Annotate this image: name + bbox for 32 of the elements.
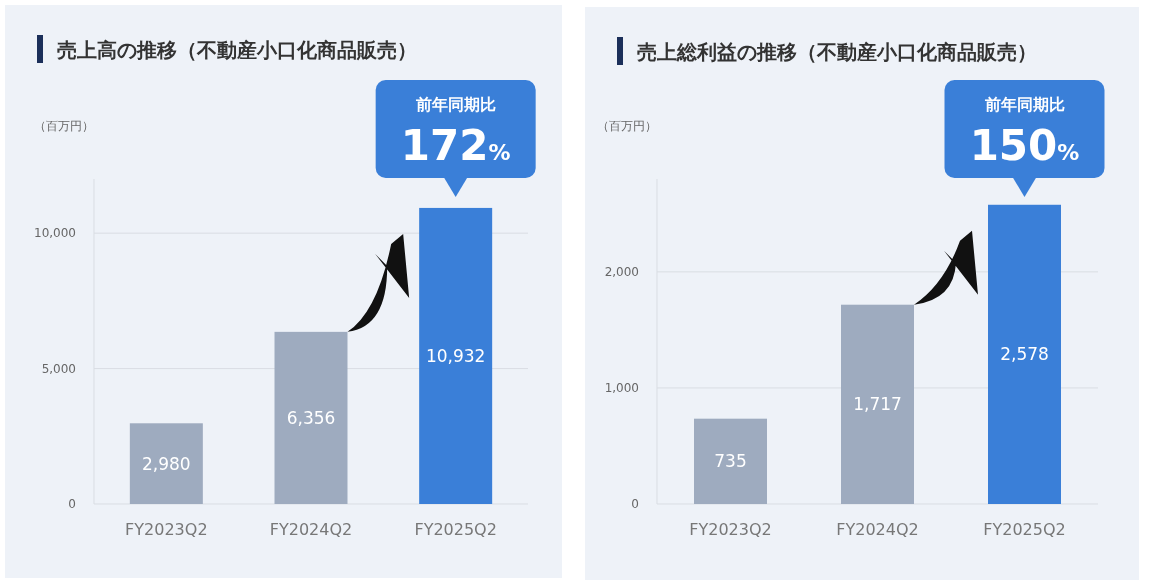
bar [274,331,348,504]
text: 前年同期比 [983,95,1065,114]
y-tick-label: 5,000 [41,361,76,376]
y-tick-label: 10,000 [34,226,76,241]
bar [841,304,914,504]
y-tick-label: 2,000 [604,264,639,279]
x-tick-label: FY2023Q2 [125,520,208,539]
chart-title: 売上総利益の推移（不動産小口化商品販売） [637,40,1037,64]
bar [419,207,493,504]
x-tick-label: FY2024Q2 [269,520,353,539]
data-label: 10,932 [425,345,486,366]
text: 150% [969,121,1080,170]
x-tick-label: FY2025Q2 [414,520,497,539]
data-label: 2,578 [1000,344,1049,365]
data-label: 6,356 [286,407,336,428]
data-label: 735 [714,451,747,472]
chart-title: 売上高の推移（不動産小口化商品販売） [57,38,417,62]
y-tick-label: 0 [68,497,76,511]
y-tick-label: 0 [631,497,639,511]
x-tick-label: FY2023Q2 [689,520,772,539]
y-axis-title: （百万円） [597,119,657,133]
data-label: 1,717 [853,394,902,415]
data-label: 2,980 [142,453,191,474]
bar [988,204,1061,504]
y-axis-title: （百万円） [34,119,94,133]
bar [129,423,203,504]
bar [694,418,767,504]
x-tick-label: FY2025Q2 [983,520,1066,539]
text: 前年同期比 [414,95,496,114]
text: 172% [400,121,511,170]
y-tick-label: 1,000 [604,380,639,395]
x-tick-label: FY2024Q2 [836,520,919,539]
